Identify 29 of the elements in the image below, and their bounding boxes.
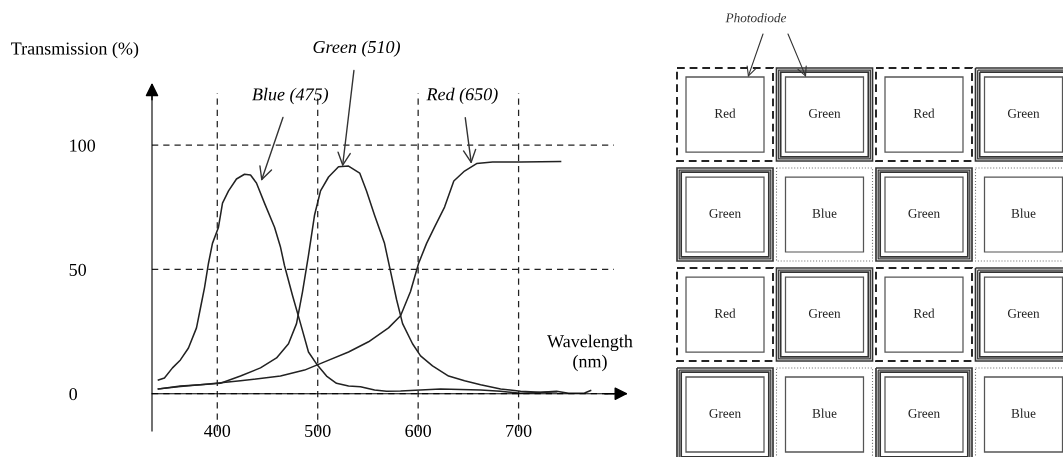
text: Red <box>714 308 736 318</box>
text: Green <box>1007 308 1040 318</box>
text: Blue <box>1011 408 1036 418</box>
y-tick-label: 50 <box>69 263 87 276</box>
x-tick-label: 400 <box>204 424 231 437</box>
text: Green <box>908 208 940 218</box>
text: Red <box>913 108 935 118</box>
text: Red <box>714 108 736 118</box>
text: Photodiode <box>725 13 787 23</box>
text: Green <box>1007 108 1040 118</box>
text: Red <box>913 308 935 318</box>
text: Blue <box>1011 208 1036 218</box>
text: Green <box>908 408 940 418</box>
y-axis-title: Transmission (%) <box>11 41 139 59</box>
text: Green <box>808 308 841 318</box>
text: Green <box>709 208 741 218</box>
x-tick-label: 500 <box>305 424 331 437</box>
x-tick-label: 600 <box>405 424 432 437</box>
text: Green <box>709 408 741 418</box>
text: Blue <box>812 208 837 218</box>
x-axis-title: Wavelength (nm) <box>547 334 633 372</box>
y-tick-label: 100 <box>70 139 96 152</box>
x-tick-label: 700 <box>506 424 532 437</box>
y-tick-label: 0 <box>69 387 78 401</box>
annotation: Green (510) <box>313 40 400 57</box>
annotation: Blue (475) <box>252 87 329 105</box>
text: Green <box>808 108 841 118</box>
annotation: Red (650) <box>426 87 498 105</box>
text: Blue <box>812 408 837 418</box>
